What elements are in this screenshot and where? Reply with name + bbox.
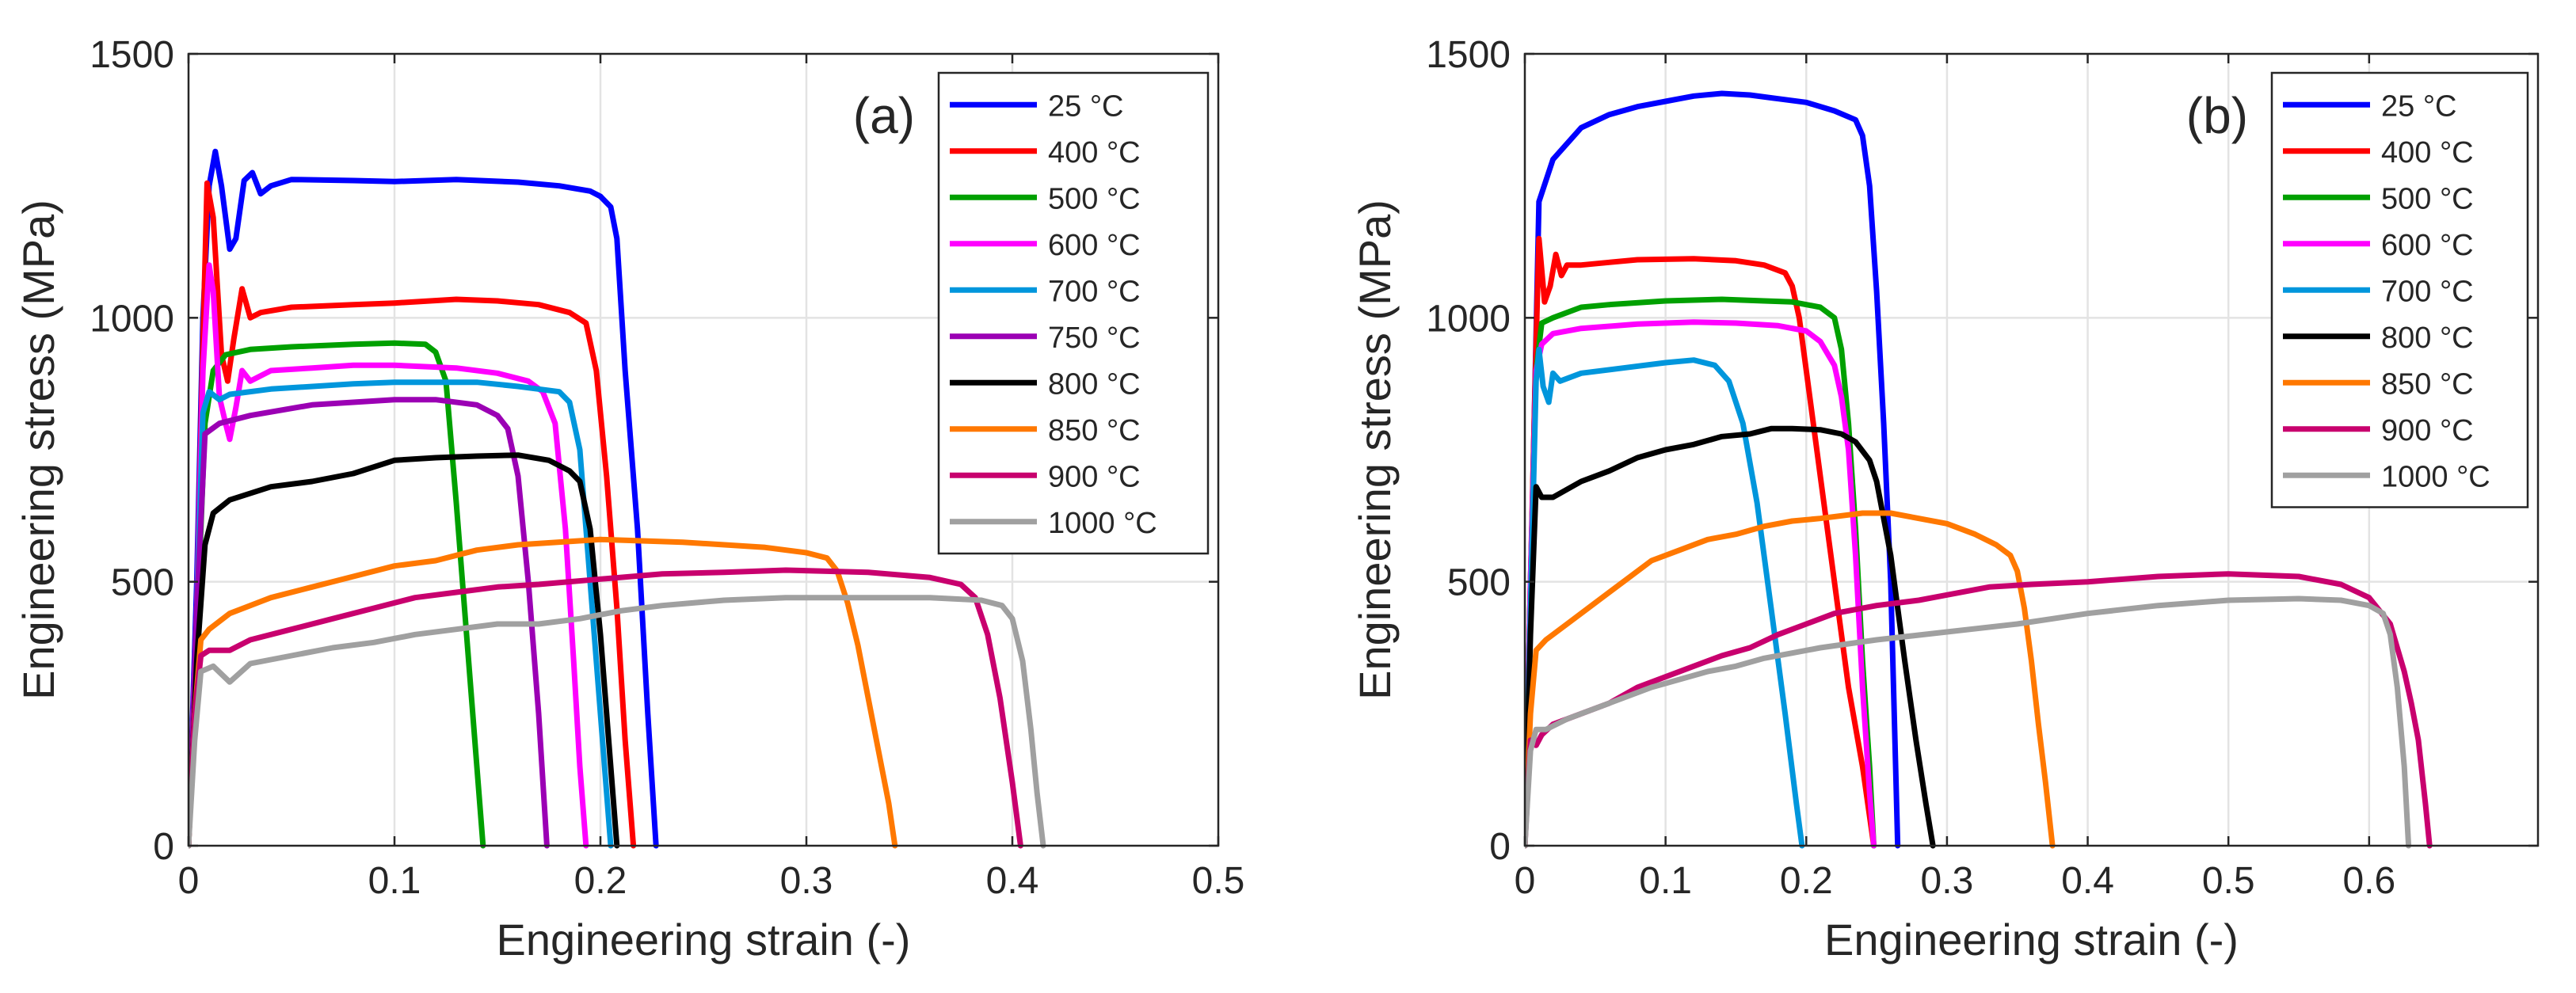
legend-item: 1000 °C (950, 507, 1157, 540)
series-line (1525, 425, 1936, 849)
y-tick-label: 1500 (90, 34, 174, 76)
x-tick-label: 0.4 (2061, 860, 2114, 902)
legend-label: 850 °C (1048, 414, 1141, 447)
legend-label: 1000 °C (1048, 507, 1157, 540)
legend-label: 500 °C (1048, 182, 1141, 215)
y-axis-label: Engineering stress (MPa) (13, 200, 63, 700)
legend-item: 600 °C (950, 229, 1141, 262)
legend-item: 750 °C (950, 321, 1141, 355)
legend-label: 600 °C (1048, 229, 1141, 262)
y-tick-label: 1000 (1426, 298, 1511, 340)
legend-item: 400 °C (2283, 136, 2474, 169)
series-line (189, 148, 659, 849)
y-tick-label: 1000 (90, 298, 174, 340)
legend: 25 °C 400 °C 500 °C 600 °C 700 °C 800 °C 850 °… (2270, 71, 2529, 508)
legend: 25 °C 400 °C 500 °C 600 °C 700 °C 750 °C 800 °… (937, 71, 1210, 555)
x-axis-label: Engineering strain (-) (1824, 915, 2239, 964)
legend-label: 600 °C (2381, 229, 2474, 262)
legend-item: 800 °C (950, 367, 1141, 401)
x-tick-label: 0.6 (2342, 860, 2395, 902)
legend-item: 850 °C (2283, 367, 2474, 401)
series-line (189, 536, 898, 849)
panel-label: (b) (2186, 87, 2248, 144)
x-tick-label: 0 (178, 860, 200, 902)
legend-item: 700 °C (2283, 275, 2474, 308)
legend-label: 25 °C (1048, 89, 1123, 123)
series-line (189, 452, 620, 849)
y-tick-label: 0 (153, 826, 174, 868)
y-tick-label: 1500 (1426, 34, 1511, 76)
series-group (1525, 90, 2433, 849)
legend-label: 750 °C (1048, 321, 1141, 355)
x-tick-label: 0.2 (574, 860, 627, 902)
legend-label: 500 °C (2381, 182, 2474, 215)
series-line (1525, 319, 1877, 849)
legend-label: 25 °C (2381, 89, 2456, 123)
legend-item: 25 °C (2283, 89, 2456, 123)
legend-label: 900 °C (1048, 460, 1141, 493)
series-line (189, 262, 589, 849)
y-tick-label: 500 (111, 562, 174, 604)
x-tick-label: 0.1 (368, 860, 421, 902)
x-tick-label: 0.3 (1921, 860, 1974, 902)
legend-item: 850 °C (950, 414, 1141, 447)
legend-item: 500 °C (950, 182, 1141, 215)
legend-item: 600 °C (2283, 229, 2474, 262)
x-tick-label: 0.1 (1639, 860, 1692, 902)
legend-label: 400 °C (1048, 136, 1141, 169)
y-tick-label: 0 (1489, 826, 1511, 868)
legend-label: 800 °C (1048, 367, 1141, 401)
legend-label: 400 °C (2381, 136, 2474, 169)
series-line (189, 595, 1046, 849)
legend-item: 1000 °C (2283, 460, 2490, 493)
legend-item: 400 °C (950, 136, 1141, 169)
y-tick-label: 500 (1447, 562, 1511, 604)
axes-box (187, 52, 1220, 847)
legend-label: 1000 °C (2381, 460, 2490, 493)
series-line (1525, 346, 1805, 849)
legend-label: 850 °C (2381, 367, 2474, 401)
legend-label: 700 °C (2381, 275, 2474, 308)
legend-item: 900 °C (2283, 414, 2474, 447)
x-tick-label: 0.4 (986, 860, 1039, 902)
x-tick-label: 0.2 (1780, 860, 1833, 902)
legend-item: 500 °C (2283, 182, 2474, 215)
legend-label: 700 °C (1048, 275, 1141, 308)
series-line (1525, 510, 2056, 849)
panel-b: 0 0.1 0.2 0.3 0.4 0.5 0.6 0 500 1000 1500 Engineeri… (1350, 34, 2540, 964)
x-tick-label: 0.5 (2202, 860, 2255, 902)
series-group (189, 148, 1046, 849)
legend-label: 900 °C (2381, 414, 2474, 447)
x-tick-label: 0.5 (1192, 860, 1245, 902)
legend-label: 800 °C (2381, 321, 2474, 355)
legend-item: 800 °C (2283, 321, 2474, 355)
x-axis-label: Engineering strain (-) (497, 915, 911, 964)
series-line (1525, 90, 1901, 849)
series-line (1525, 595, 2412, 849)
legend-item: 900 °C (950, 460, 1141, 493)
x-tick-label: 0.3 (780, 860, 833, 902)
series-line (1525, 235, 1877, 849)
series-line (189, 180, 637, 849)
y-axis-label: Engineering stress (MPa) (1350, 200, 1400, 700)
axes-box (1523, 52, 2540, 847)
panel-a: 0 0.1 0.2 0.3 0.4 0.5 0 500 1000 1500 Engineering … (13, 34, 1244, 964)
legend-item: 700 °C (950, 275, 1141, 308)
legend-item: 25 °C (950, 89, 1123, 123)
x-tick-label: 0 (1515, 860, 1536, 902)
panel-label: (a) (853, 87, 915, 144)
